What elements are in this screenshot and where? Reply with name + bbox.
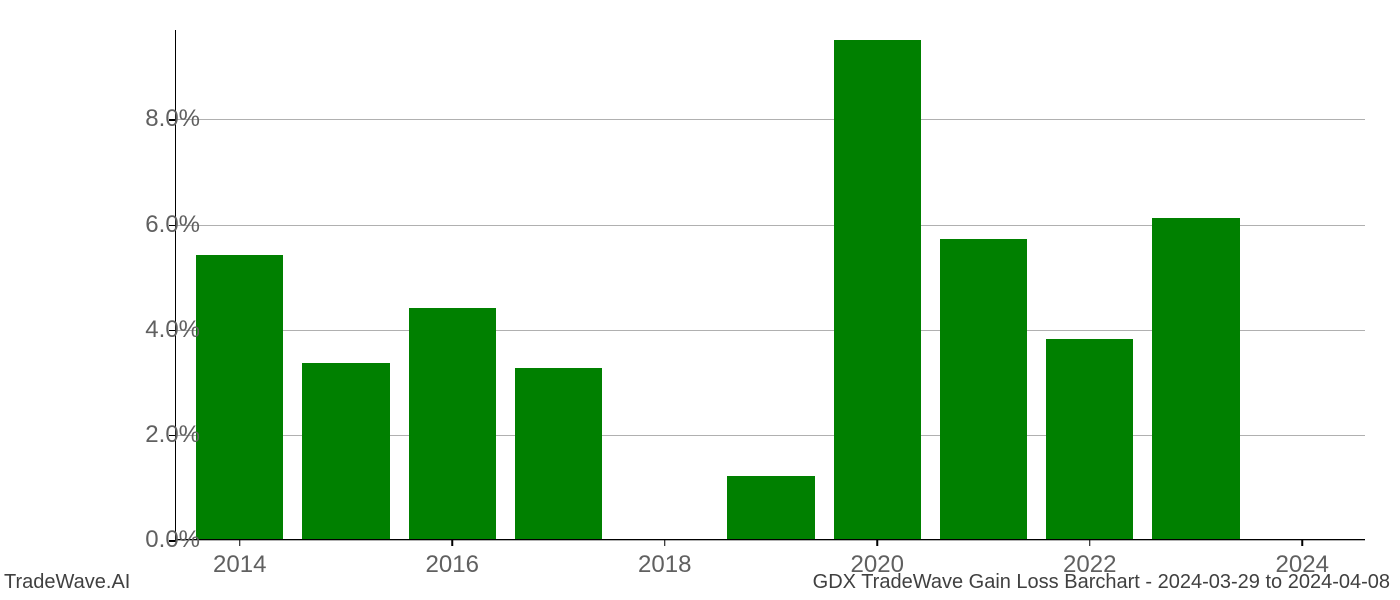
y-axis-label: 2.0% (145, 421, 200, 449)
x-tick-mark (239, 539, 241, 546)
x-tick-mark (1089, 539, 1091, 546)
bar (834, 40, 921, 539)
y-axis-label: 0.0% (145, 526, 200, 554)
gridline (176, 119, 1365, 120)
footer-left-text: TradeWave.AI (4, 571, 130, 594)
x-axis-label: 2016 (426, 551, 479, 579)
footer-right-text: GDX TradeWave Gain Loss Barchart - 2024-… (813, 571, 1390, 594)
bar (1046, 339, 1133, 539)
bar (727, 476, 814, 539)
y-axis-label: 8.0% (145, 105, 200, 133)
bar (940, 239, 1027, 539)
bar (515, 368, 602, 539)
bar (409, 308, 496, 539)
y-axis-label: 6.0% (145, 211, 200, 239)
x-tick-mark (452, 539, 454, 546)
bar (1152, 218, 1239, 539)
bar (196, 255, 283, 539)
bar (302, 363, 389, 539)
gridline (176, 540, 1365, 541)
x-axis-label: 2014 (213, 551, 266, 579)
x-axis-label: 2018 (638, 551, 691, 579)
x-tick-mark (877, 539, 879, 546)
x-tick-mark (664, 539, 666, 546)
y-axis-label: 4.0% (145, 316, 200, 344)
x-tick-mark (1302, 539, 1304, 546)
chart-container: 201420162018202020222024 (175, 30, 1365, 540)
plot-area: 201420162018202020222024 (175, 30, 1365, 540)
